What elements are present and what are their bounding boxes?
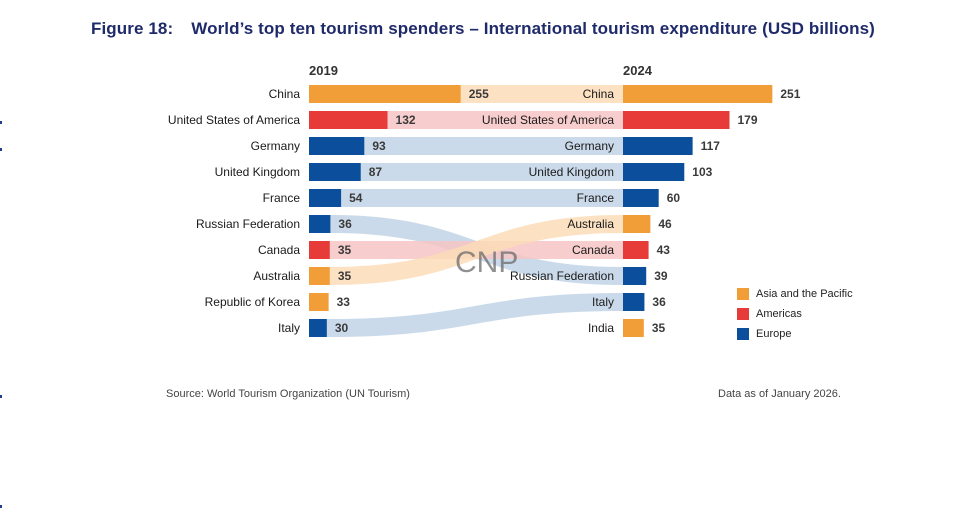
right-country-label-7: Russian Federation xyxy=(510,269,614,283)
right-value-label-6: 43 xyxy=(657,243,671,257)
left-country-label-4: France xyxy=(263,191,301,205)
ribbon-australia xyxy=(329,215,623,285)
left-value-label-0: 255 xyxy=(469,87,489,101)
right-bar-5 xyxy=(623,215,651,233)
left-country-label-0: China xyxy=(269,87,301,101)
right-bar-7 xyxy=(623,267,647,285)
left-bar-5 xyxy=(309,215,331,233)
left-value-label-2: 93 xyxy=(372,139,386,153)
ribbon-china xyxy=(460,85,623,103)
left-value-label-9: 30 xyxy=(335,321,349,335)
right-value-label-9: 35 xyxy=(652,321,666,335)
right-bar-3 xyxy=(623,163,685,181)
right-bar-6 xyxy=(623,241,649,259)
left-bar-7 xyxy=(309,267,330,285)
right-country-label-6: Canada xyxy=(572,243,614,257)
left-value-label-5: 36 xyxy=(338,217,352,231)
right-value-label-8: 36 xyxy=(652,295,666,309)
right-value-label-1: 179 xyxy=(738,113,758,127)
figure-number: Figure 18: xyxy=(91,19,174,38)
right-country-label-1: United States of America xyxy=(482,113,614,127)
right-value-label-7: 39 xyxy=(654,269,668,283)
legend-item: Europe xyxy=(737,324,853,344)
ribbon-germany xyxy=(364,137,623,155)
right-bar-2 xyxy=(623,137,693,155)
left-country-label-3: United Kingdom xyxy=(215,165,300,179)
figure-title-text: World’s top ten tourism spenders – Inter… xyxy=(191,19,875,38)
left-value-label-3: 87 xyxy=(369,165,383,179)
right-value-label-4: 60 xyxy=(667,191,681,205)
right-country-label-9: India xyxy=(588,321,614,335)
connector-ribbons xyxy=(326,85,623,337)
left-value-label-4: 54 xyxy=(349,191,363,205)
right-value-label-5: 46 xyxy=(658,217,672,231)
left-country-label-6: Canada xyxy=(258,243,300,257)
edge-mark xyxy=(0,148,2,151)
ribbon-united-states-of-america xyxy=(387,111,623,129)
left-country-label-9: Italy xyxy=(278,321,300,335)
left-value-label-8: 33 xyxy=(337,295,351,309)
left-value-label-6: 35 xyxy=(338,243,352,257)
legend: Asia and the Pacific Americas Europe xyxy=(737,284,853,344)
legend-label: Americas xyxy=(756,308,802,320)
legend-item: Americas xyxy=(737,304,853,324)
right-country-label-0: China xyxy=(583,87,615,101)
right-bar-1 xyxy=(623,111,730,129)
legend-item: Asia and the Pacific xyxy=(737,284,853,304)
left-country-label-8: Republic of Korea xyxy=(205,295,301,309)
edge-mark xyxy=(0,121,2,124)
legend-label: Europe xyxy=(756,328,792,340)
right-value-label-0: 251 xyxy=(780,87,800,101)
data-as-of-note: Data as of January 2026. xyxy=(718,388,841,400)
legend-label: Asia and the Pacific xyxy=(756,288,853,300)
right-country-label-2: Germany xyxy=(565,139,614,153)
right-value-label-3: 103 xyxy=(692,165,712,179)
left-bar-1 xyxy=(309,111,388,129)
year-label-right: 2024 xyxy=(623,63,653,78)
right-bar-8 xyxy=(623,293,645,311)
left-country-label-1: United States of America xyxy=(168,113,300,127)
left-bar-0 xyxy=(309,85,461,103)
left-country-label-2: Germany xyxy=(251,139,300,153)
right-country-label-5: Australia xyxy=(567,217,614,231)
edge-mark xyxy=(0,395,2,398)
left-country-label-5: Russian Federation xyxy=(196,217,300,231)
left-bar-8 xyxy=(309,293,329,311)
legend-swatch xyxy=(737,308,749,320)
ribbon-italy xyxy=(326,293,623,337)
legend-swatch xyxy=(737,328,749,340)
left-country-label-7: Australia xyxy=(253,269,300,283)
left-bar-4 xyxy=(309,189,342,207)
right-country-label-3: United Kingdom xyxy=(529,165,614,179)
left-value-label-7: 35 xyxy=(338,269,352,283)
figure-title: Figure 18: World’s top ten tourism spende… xyxy=(91,19,875,39)
edge-mark xyxy=(0,505,2,508)
year-label-left: 2019 xyxy=(309,63,338,78)
watermark: CNP xyxy=(455,246,519,279)
left-bar-6 xyxy=(309,241,330,259)
left-bar-3 xyxy=(309,163,361,181)
left-bar-9 xyxy=(309,319,327,337)
right-country-label-4: France xyxy=(577,191,615,205)
ribbon-united-kingdom xyxy=(360,163,623,181)
right-bar-9 xyxy=(623,319,644,337)
right-bar-0 xyxy=(623,85,773,103)
right-country-label-8: Italy xyxy=(592,295,614,309)
right-bar-4 xyxy=(623,189,659,207)
right-value-label-2: 117 xyxy=(701,139,721,153)
ribbon-france xyxy=(341,189,623,207)
source-note: Source: World Tourism Organization (UN T… xyxy=(166,388,410,400)
left-bar-2 xyxy=(309,137,365,155)
legend-swatch xyxy=(737,288,749,300)
left-value-label-1: 132 xyxy=(396,113,416,127)
